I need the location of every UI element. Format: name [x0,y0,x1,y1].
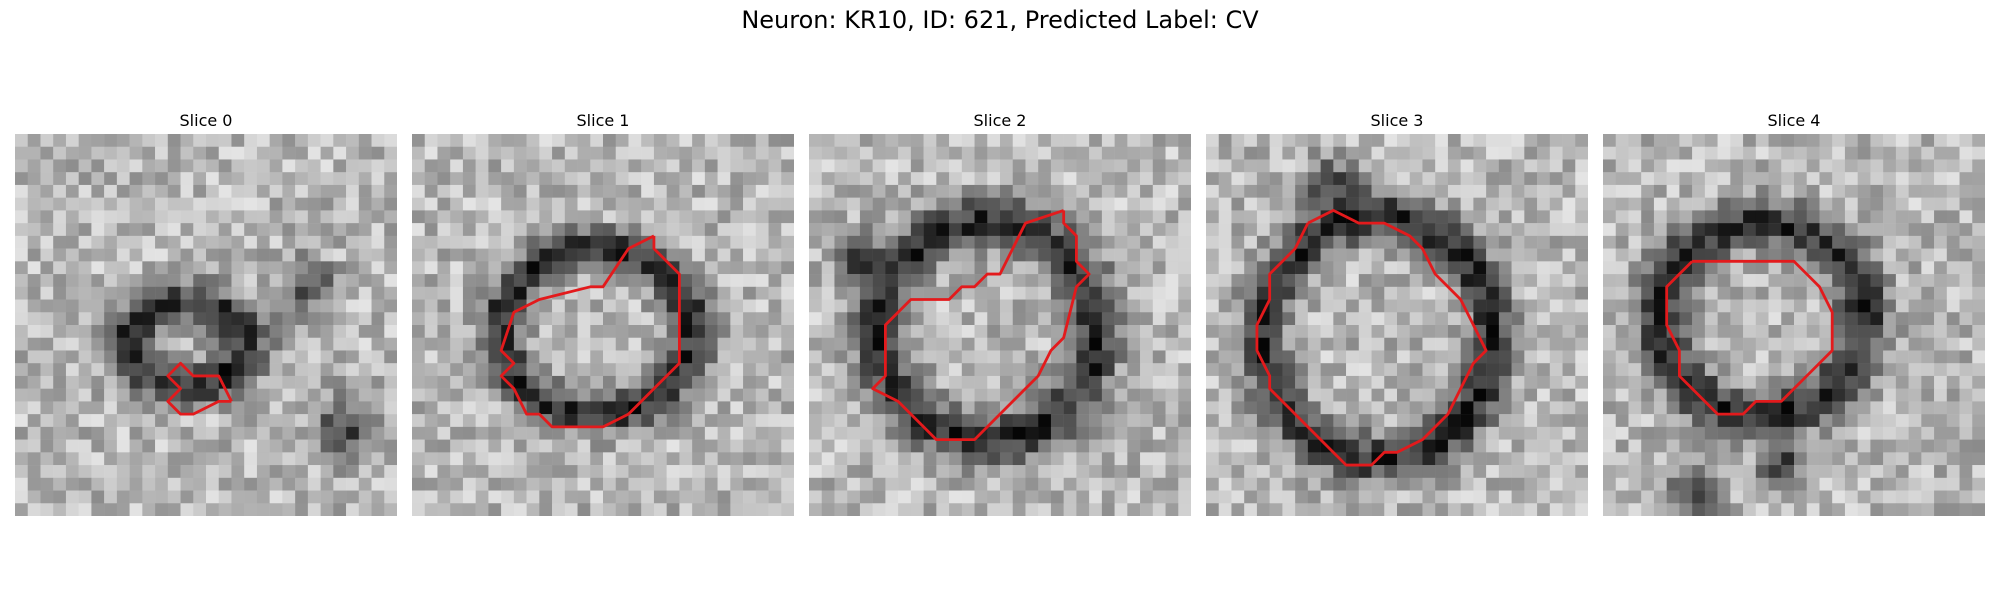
panel-slice-1: Slice 1 [412,108,794,516]
figure-title: Neuron: KR10, ID: 621, Predicted Label: … [741,6,1259,34]
microscopy-pixels [412,134,794,516]
microscopy-pixels [1206,134,1588,516]
panel-slice-2: Slice 2 [809,108,1191,516]
slice-image [412,134,794,516]
microscopy-pixels [15,134,397,516]
panel-title: Slice 2 [973,111,1027,130]
contour-outline [1665,259,1834,416]
slice-image [1206,134,1588,516]
contour-outline [166,361,233,416]
panel-title: Slice 1 [576,111,630,130]
panel-slice-3: Slice 3 [1206,108,1588,516]
panel-slice-0: Slice 0 [15,108,397,516]
slice-image [15,134,397,516]
contour-outline [499,234,681,429]
panel-title: Slice 0 [179,111,233,130]
microscopy-pixels [809,134,1191,516]
microscopy-pixels [1603,134,1985,516]
panel-title: Slice 4 [1767,111,1821,130]
panel-title: Slice 3 [1370,111,1424,130]
contour-outline [871,209,1091,442]
panel-slice-4: Slice 4 [1603,108,1985,516]
contour-outline [1255,208,1488,467]
slice-image [1603,134,1985,516]
slice-image [809,134,1191,516]
